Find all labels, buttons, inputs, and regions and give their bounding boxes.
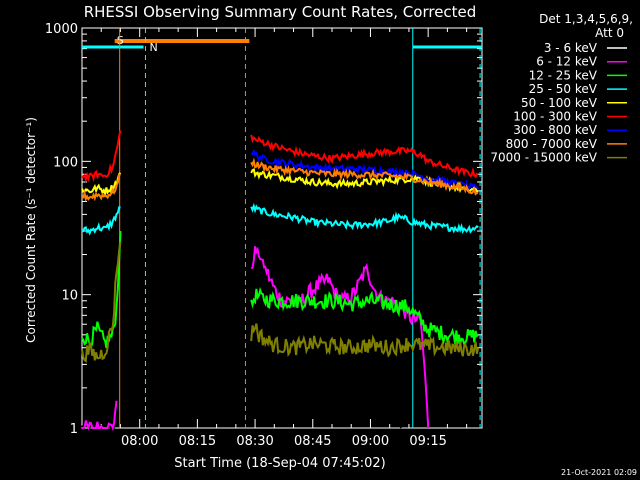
- series-line: [81, 206, 121, 236]
- legend-header-line-1: Det 1,3,4,5,6,9,: [539, 12, 633, 26]
- series-line: [81, 241, 122, 363]
- series-25-50-kev: [81, 202, 479, 236]
- y-tick-label: 1: [70, 422, 78, 437]
- y-tick-label: 10: [61, 289, 78, 304]
- footer-date: 21-Oct-2021 02:09: [561, 468, 637, 477]
- series-line: [250, 286, 479, 346]
- legend-label: 3 - 6 keV: [544, 41, 598, 55]
- series-line: [250, 134, 479, 179]
- x-tick-label: 08:30: [236, 434, 273, 449]
- x-tick-label: 08:15: [179, 434, 216, 449]
- series-12-25-kev: [81, 231, 479, 350]
- legend-label: 100 - 300 keV: [513, 110, 597, 124]
- series-line: [250, 323, 480, 358]
- x-tick-label: 08:00: [121, 434, 158, 449]
- legend-header-line-2: Att 0: [595, 26, 624, 40]
- y-axis-label: Corrected Count Rate (s⁻¹ detector⁻¹): [24, 117, 38, 343]
- x-tick-label: 09:15: [409, 434, 446, 449]
- legend-label: 25 - 50 keV: [529, 82, 598, 96]
- series-line: [250, 157, 479, 196]
- night-flag-label: N: [150, 41, 158, 54]
- x-tick-label: 08:45: [294, 434, 331, 449]
- chart-title: RHESSI Observing Summary Count Rates, Co…: [84, 3, 477, 21]
- legend-label: 6 - 12 keV: [536, 55, 598, 69]
- series-line: [81, 130, 122, 184]
- legend-label: 12 - 25 keV: [529, 68, 598, 82]
- series-line: [82, 400, 118, 432]
- plot-frame: [81, 27, 483, 429]
- series-7000-15000-kev: [81, 241, 480, 363]
- legend-label: 300 - 800 keV: [513, 123, 597, 137]
- x-axis-label: Start Time (18-Sep-04 07:45:02): [174, 456, 385, 471]
- legend-label: 50 - 100 keV: [521, 96, 598, 110]
- x-tick-label: 09:00: [352, 434, 389, 449]
- series-line: [250, 202, 479, 235]
- y-tick-label: 1000: [45, 22, 78, 37]
- legend-label: 800 - 7000 keV: [506, 137, 598, 151]
- series-100-300-kev: [81, 130, 479, 184]
- legend-label: 7000 - 15000 keV: [490, 151, 597, 165]
- series-line: [81, 172, 122, 198]
- series-line: [81, 173, 121, 203]
- y-tick-label: 100: [53, 155, 78, 170]
- series-line: [81, 231, 122, 350]
- plot-area: 1 10 100 1000 08:00 08:15 08:30 08:45 09:00 09:15…: [45, 22, 483, 449]
- series-800-7000-kev: [81, 157, 479, 203]
